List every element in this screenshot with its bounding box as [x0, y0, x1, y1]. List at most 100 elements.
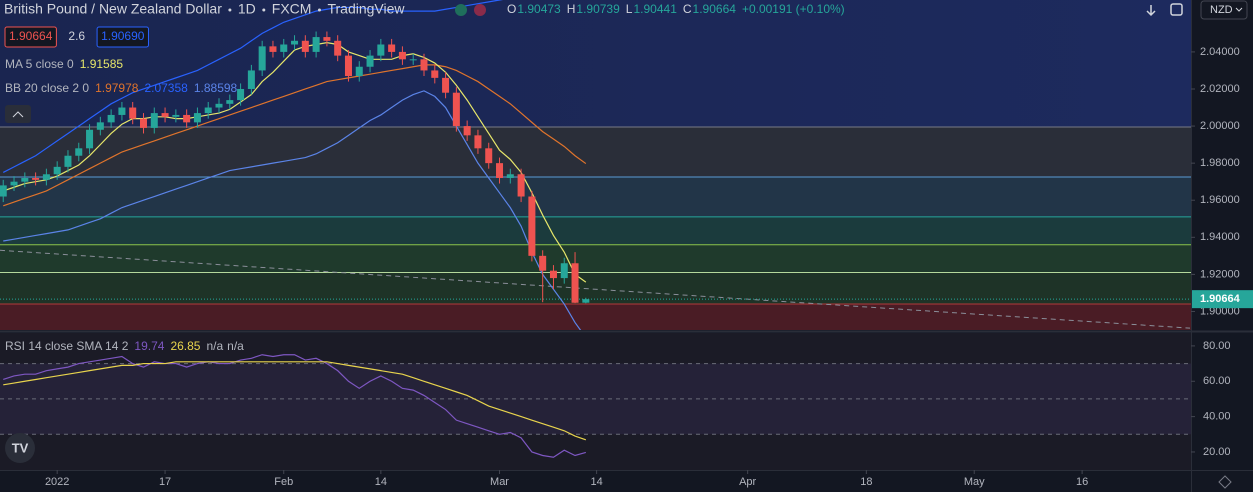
y-tick-label: 1.90000 [1200, 305, 1240, 317]
candle-body [388, 44, 396, 52]
x-tick-label: Mar [490, 476, 509, 488]
source: TradingView [327, 1, 405, 17]
ohlc-value: 1.90473 [517, 2, 561, 16]
candle-body [226, 100, 234, 104]
status-icon [474, 4, 486, 16]
candle-body [204, 107, 212, 114]
separator [262, 8, 266, 12]
collapse-button[interactable] [5, 105, 31, 123]
candle-body [64, 155, 72, 167]
spread: 2.6 [68, 29, 85, 43]
candle-body [398, 51, 406, 60]
separator [317, 8, 321, 12]
candle-body [506, 174, 514, 178]
rsi-layer [0, 354, 1191, 458]
indicator-value: 1.88598 [194, 81, 238, 95]
ohlc-value: 1.90441 [633, 2, 677, 16]
candle-body [42, 174, 50, 180]
indicator-value: 1.91585 [80, 57, 124, 71]
candle-body [107, 114, 115, 123]
candle-body [215, 103, 223, 108]
candle-body [474, 135, 482, 149]
candle-body [258, 46, 266, 71]
rsi-sma-line [3, 361, 587, 441]
candle-body [517, 174, 525, 197]
status-icon [455, 4, 467, 16]
candle-body [452, 92, 460, 127]
level-zone [0, 126, 1191, 178]
last-price-label: 1.90664 [1200, 293, 1241, 305]
level-zone [0, 304, 1191, 330]
candle-body [32, 177, 40, 180]
ask-box [96, 26, 149, 48]
ohlc-value: 1.90739 [576, 2, 620, 16]
axes: 1.90000 1.92000 1.94000 1.96000 1.98000 2.000… [45, 46, 1253, 488]
x-tick-label: Apr [739, 476, 756, 488]
legend: British Pound / New Zealand Dollar 1D FXCM… [4, 1, 845, 353]
candle-body [571, 263, 579, 303]
candle-body [560, 263, 568, 279]
exchange: FXCM [272, 1, 312, 17]
rsi-value: 19.74 [134, 339, 164, 353]
indicator-name: MA 5 close 0 [5, 57, 74, 71]
bb-line [3, 64, 587, 207]
ohlc-key: L [626, 2, 633, 16]
level-zone [0, 244, 1191, 273]
title: British Pound / New Zealand Dollar [4, 1, 222, 17]
bb-line [3, 90, 582, 330]
rsi-na: n/a [227, 339, 244, 353]
interval: 1D [238, 1, 256, 17]
rsi-value: 26.85 [170, 339, 200, 353]
candle-body [463, 126, 471, 136]
level-zone [0, 177, 1191, 217]
y-tick-label: 1.92000 [1200, 268, 1240, 280]
y-tick-label: 1.94000 [1200, 231, 1240, 243]
x-tick-label: Feb [274, 476, 293, 488]
candle-body [485, 148, 493, 164]
rsi-line [3, 354, 586, 458]
candle-body [10, 181, 18, 186]
last-price-tag [1192, 290, 1253, 309]
candle-body [75, 148, 83, 156]
y-tick-label: 2.00000 [1200, 120, 1240, 132]
bid: 1.90664 [9, 29, 53, 43]
candle-body [323, 37, 331, 41]
separator [228, 8, 232, 12]
candle-body [86, 129, 94, 149]
logo [5, 433, 35, 463]
settings-icon[interactable] [1218, 475, 1232, 489]
x-tick-label: 2022 [45, 476, 69, 488]
candle-body [496, 163, 504, 178]
trend-line [0, 249, 1191, 329]
candle-body [183, 114, 191, 123]
candle-body [312, 37, 320, 52]
fullscreen-icon[interactable] [1170, 3, 1183, 16]
currency-button[interactable] [1200, 0, 1248, 20]
y-tick-label: 2.04000 [1200, 46, 1240, 58]
candle-body [539, 255, 547, 271]
candle-body [237, 88, 245, 101]
y-tick-label: 1.98000 [1200, 157, 1240, 169]
indicator-name: BB 20 close 2 0 [5, 81, 89, 95]
x-tick-label: 16 [1076, 476, 1088, 488]
currency-caret [1235, 7, 1243, 12]
download-icon[interactable] [1146, 5, 1156, 17]
indicator-value: 1.97978 [95, 81, 139, 95]
rsi-tick-label: 80.00 [1203, 340, 1231, 352]
candle-body [344, 55, 352, 77]
candle-body [377, 44, 385, 56]
currency[interactable]: NZD [1210, 4, 1233, 16]
candle-body [150, 113, 158, 128]
ohlc-key: O [507, 2, 516, 16]
rsi-tick-label: 40.00 [1203, 411, 1231, 423]
candle-body [0, 185, 7, 197]
ohlc-key: C [683, 2, 692, 16]
candle-body [129, 107, 137, 119]
indicator-value: 2.07358 [144, 81, 188, 95]
candle-body [21, 177, 29, 182]
candle-body [118, 107, 126, 115]
ohlc-key: H [567, 2, 576, 16]
bb-line [2, 0, 504, 173]
collapse-icon [12, 111, 24, 118]
